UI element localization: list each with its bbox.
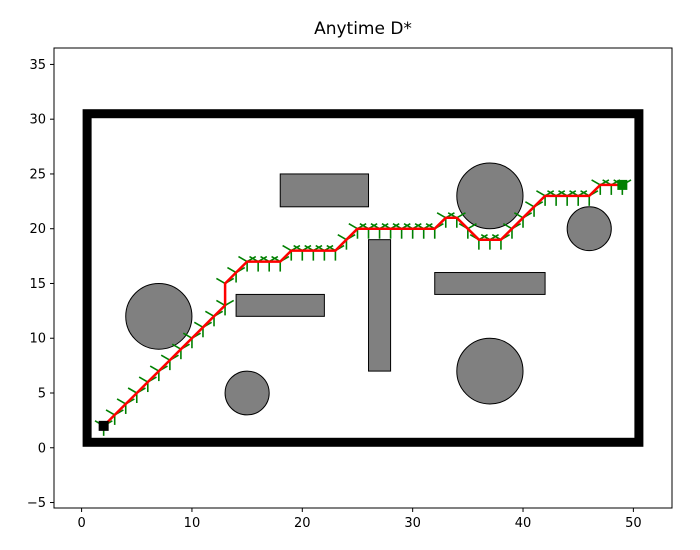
start-marker <box>98 420 109 431</box>
x-tick-label: 40 <box>515 516 532 531</box>
y-tick-label: −5 <box>27 496 46 511</box>
obstacle-circle-1 <box>224 370 270 416</box>
visited-marker-31 <box>425 223 444 239</box>
axes-frame <box>53 47 673 509</box>
y-tick-label: 15 <box>29 277 46 292</box>
visited-marker-22 <box>326 244 345 261</box>
y-tick-label: 0 <box>38 441 46 456</box>
obstacle-circle-2 <box>456 162 524 230</box>
visited-marker-37 <box>491 233 511 250</box>
obstacle-circle-0 <box>125 282 193 350</box>
x-tick-label: 30 <box>404 516 421 531</box>
chart-title: Anytime D* <box>314 19 412 39</box>
y-tick-label: 25 <box>29 167 46 182</box>
path-line <box>102 183 624 428</box>
obstacle-rect-2 <box>368 239 392 372</box>
y-axis: −5 0 5 10 15 20 25 30 35 <box>27 58 54 511</box>
visited-marker-17 <box>271 255 290 272</box>
obstacle-rect-1 <box>235 293 325 317</box>
x-axis: 0 10 20 30 40 50 <box>77 508 642 531</box>
obstacle-rect-3 <box>434 272 546 295</box>
obstacle-rect-0 <box>279 173 370 208</box>
obstacle-circle-4 <box>566 206 612 252</box>
y-tick-label: 35 <box>29 58 46 73</box>
x-tick-label: 0 <box>77 516 85 531</box>
y-tick-label: 10 <box>29 332 46 347</box>
y-tick-label: 30 <box>29 113 46 128</box>
obstacle-circle-3 <box>456 337 524 405</box>
y-tick-label: 20 <box>29 222 46 237</box>
y-tick-label: 5 <box>38 387 46 402</box>
x-tick-label: 50 <box>625 516 642 531</box>
goal-marker <box>617 179 628 190</box>
plot-area <box>82 109 644 447</box>
x-tick-label: 20 <box>294 516 311 531</box>
boundary-wall <box>82 109 644 447</box>
visited-marker-45 <box>580 190 599 206</box>
x-tick-label: 10 <box>184 516 201 531</box>
